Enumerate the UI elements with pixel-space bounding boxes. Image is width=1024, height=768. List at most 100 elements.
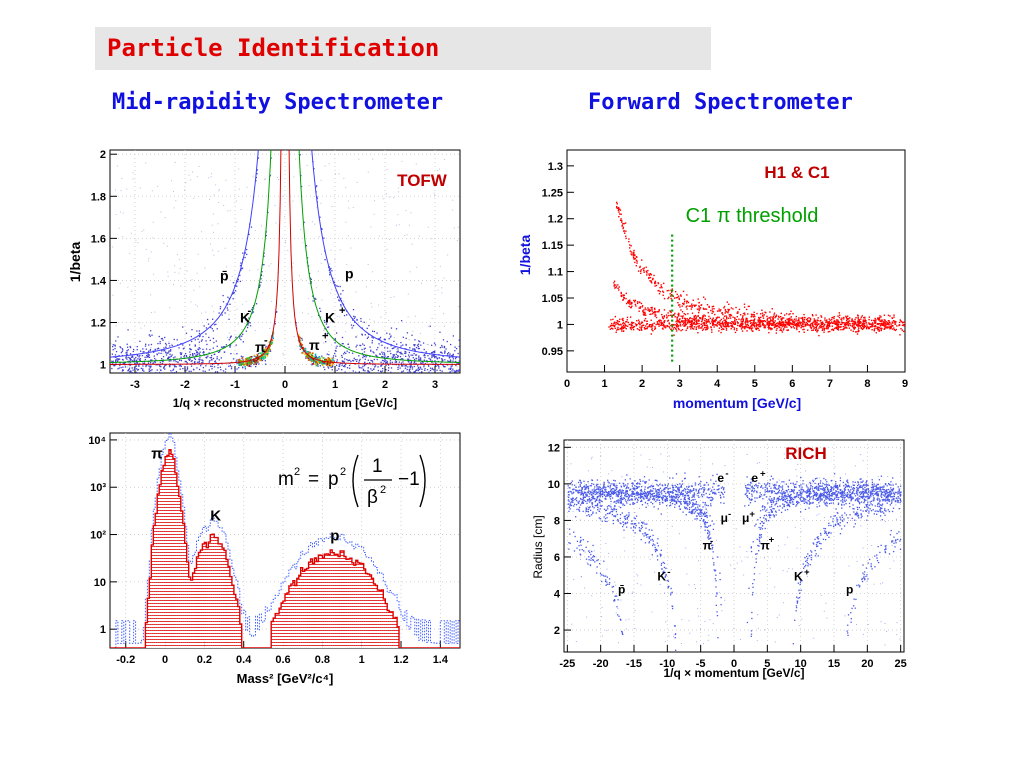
mass-bar [355, 560, 358, 648]
mass-bar [212, 534, 215, 648]
h1c1-xtick-label: 4 [714, 378, 721, 390]
rich-annotation: K [657, 570, 666, 584]
mass-bar [328, 554, 331, 648]
mass-bar [324, 554, 327, 648]
h1c1-xtick-label: 9 [902, 378, 908, 390]
mass-bar [149, 578, 152, 648]
mass-bar [316, 561, 319, 648]
rich-annotation: - [710, 536, 713, 547]
mass-bar [273, 618, 276, 648]
svg-text:p: p [328, 469, 339, 490]
tofw-xtick-label: -2 [180, 379, 190, 391]
h1c1-ytick-label: 0.95 [542, 346, 563, 358]
mass-bar [397, 626, 400, 648]
h1c1-y-axis-label: 1/beta [517, 235, 533, 276]
mass-bar [147, 598, 150, 648]
mass-annotation: p [330, 527, 339, 544]
mass-bar [334, 554, 337, 648]
mass-bar [304, 569, 307, 648]
svg-text:−1: −1 [398, 469, 420, 490]
mass-bar [393, 618, 396, 648]
mass-xtick-label: 1 [359, 654, 365, 666]
mass-bar [222, 548, 225, 648]
tofw-x-axis-label: 1/q × reconstructed momentum [GeV/c] [173, 396, 397, 410]
mass-bar [279, 608, 282, 648]
mass-bar [206, 547, 209, 648]
tofw-ytick-label: 2 [100, 149, 106, 161]
rich-annotation: π [761, 539, 770, 553]
tofw-xtick-label: -1 [230, 379, 240, 391]
mass-bar [285, 593, 287, 648]
tofw-ytick-label: 1.6 [91, 233, 106, 245]
mass-bar [361, 563, 364, 648]
h1c1-xtick-label: 8 [864, 378, 870, 390]
h1c1-xtick-label: 0 [564, 378, 570, 390]
h1c1-label: H1 & C1 [764, 163, 829, 182]
tofw-label: TOFW [397, 171, 448, 190]
h1c1-frame [566, 149, 906, 373]
rich-annotation: μ [742, 511, 749, 525]
mass-bar [330, 549, 333, 648]
mass-x-axis-label: Mass² [GeV²/c⁴] [237, 671, 334, 686]
mass-ytick-label: 10² [90, 530, 106, 542]
mass-bar [292, 580, 295, 648]
mass-bar [281, 602, 284, 648]
mass-bar [353, 565, 356, 648]
tofw-annotation: - [248, 305, 252, 317]
mass-bar [318, 555, 321, 648]
mass-bar [186, 561, 189, 648]
mass-bar [178, 496, 181, 648]
rich-annotation: e [751, 471, 758, 485]
mass-formula: m 2 = p 2 1 β 2 −1 [278, 454, 426, 508]
mass-xtick-label: 1.4 [433, 654, 449, 666]
mass-bar [290, 584, 293, 648]
mass-bar [227, 566, 230, 648]
h1c1-xtick-label: 1 [601, 378, 607, 390]
mass-bar [381, 589, 384, 648]
mass-bar [216, 537, 219, 648]
mass-bar [383, 598, 386, 648]
mass-bar [167, 455, 169, 648]
mass-bar [237, 606, 240, 648]
tofw-curve-k [298, 150, 460, 363]
tofw-ytick-label: 1.8 [91, 191, 106, 203]
h1c1-ytick-label: 1 [557, 319, 563, 331]
title-bar: Particle Identification [95, 27, 711, 70]
rich-xtick-label: -25 [559, 658, 575, 670]
svg-text:1: 1 [372, 456, 383, 477]
tofw-xtick-label: 0 [282, 379, 288, 391]
tofw-curve-pi [110, 150, 282, 365]
rich-y-axis-label: Radius [cm] [531, 515, 545, 578]
mass-bar [357, 562, 360, 648]
tofw-panel: -3 -2 -1 0 1 2 311.21.41.61.82p̄ pK- K +π-π+1/q ×… [67, 149, 461, 410]
mass-bar [218, 543, 221, 648]
mass-xtick-label: 0.2 [197, 654, 212, 666]
mass-bar [312, 563, 315, 648]
mass-xtick-label: 0.6 [275, 654, 290, 666]
mass-bar [172, 458, 175, 648]
tofw-annotation: K [325, 310, 335, 326]
tofw-xtick-label: -3 [130, 379, 140, 391]
h1c1-xtick-label: 7 [827, 378, 833, 390]
tofw-plot-area [110, 150, 460, 373]
svg-text:2: 2 [340, 466, 346, 478]
rich-xtick-label: 15 [828, 658, 840, 670]
mass-panel: -0.2 0 0.2 0.4 0.6 0.8 1 1.2 1.4 1 10 10² 10³ 10⁴ π Kp M… [88, 432, 461, 686]
svg-text:β: β [367, 487, 378, 508]
rich-annotation: - [667, 567, 670, 578]
h1c1-ytick-label: 1.15 [542, 240, 563, 252]
rich-xtick-label: 10 [795, 658, 807, 670]
h1c1-ytick-label: 1.2 [548, 214, 563, 226]
mass-bar [188, 577, 191, 648]
mass-bar [231, 585, 234, 648]
tofw-curve-pi [288, 150, 460, 365]
mass-bar [367, 574, 370, 648]
rich-xtick-label: -10 [659, 658, 675, 670]
mass-bar [163, 465, 166, 648]
mass-ytick-label: 10⁴ [88, 435, 106, 447]
svg-text:2: 2 [294, 466, 300, 478]
rich-ytick-label: 6 [554, 552, 560, 564]
mass-plot-area [110, 433, 460, 648]
mass-bar [151, 544, 154, 648]
rich-annotation: K [794, 570, 803, 584]
